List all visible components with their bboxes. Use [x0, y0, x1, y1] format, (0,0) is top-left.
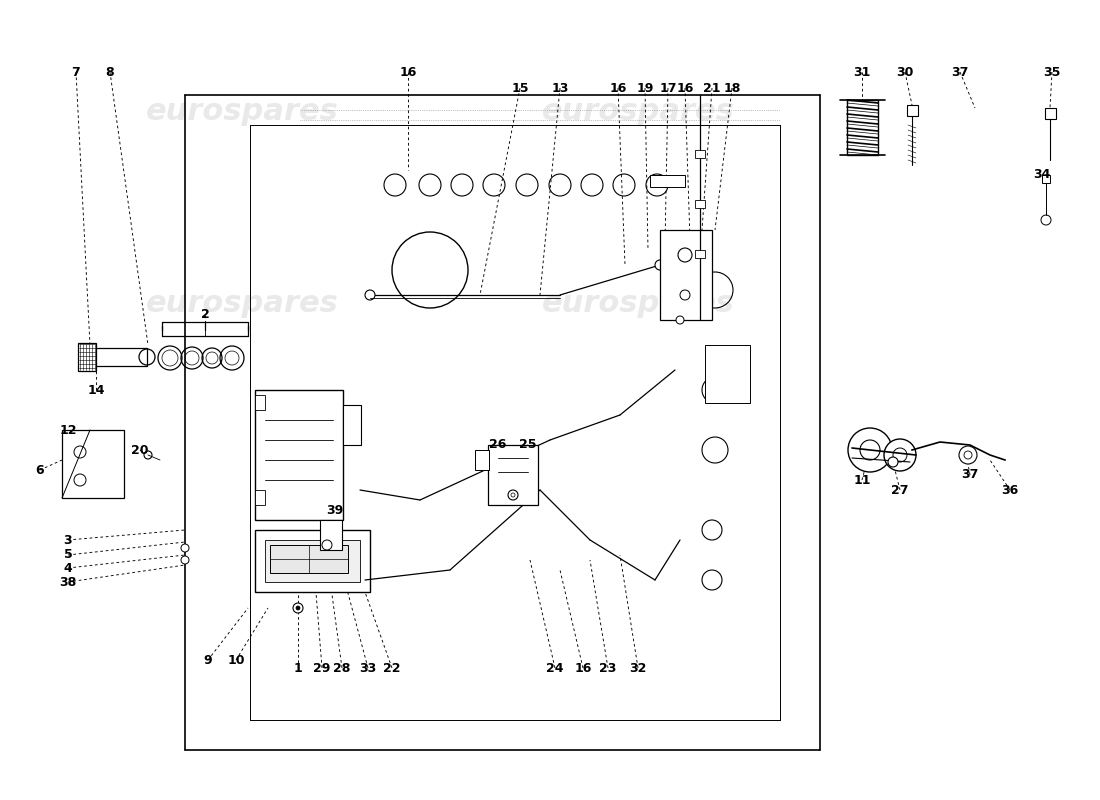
Text: eurospares: eurospares	[541, 98, 735, 126]
Circle shape	[884, 439, 916, 471]
Text: 27: 27	[891, 483, 909, 497]
Text: 16: 16	[676, 82, 694, 94]
Text: 9: 9	[204, 654, 212, 666]
Circle shape	[848, 428, 892, 472]
Text: 23: 23	[600, 662, 617, 674]
Text: 11: 11	[854, 474, 871, 486]
Bar	[255, 490, 265, 505]
Text: 12: 12	[59, 423, 77, 437]
Text: 31: 31	[854, 66, 871, 78]
Text: 30: 30	[896, 66, 914, 78]
Text: 21: 21	[703, 82, 720, 94]
Text: 19: 19	[636, 82, 653, 94]
Text: eurospares: eurospares	[145, 290, 339, 318]
Text: 1: 1	[294, 662, 302, 674]
Bar	[705, 345, 750, 403]
Circle shape	[293, 603, 303, 613]
Circle shape	[676, 316, 684, 324]
Text: 24: 24	[547, 662, 563, 674]
Text: 10: 10	[228, 654, 244, 666]
Bar	[650, 175, 685, 187]
Text: 2: 2	[200, 309, 209, 322]
Bar	[847, 100, 878, 155]
Bar	[695, 200, 705, 208]
Bar	[908, 105, 918, 116]
Circle shape	[893, 448, 907, 462]
Bar	[343, 405, 361, 445]
Bar	[255, 395, 265, 410]
Bar	[62, 430, 124, 498]
Circle shape	[888, 457, 898, 467]
Text: 39: 39	[327, 503, 343, 517]
Text: 8: 8	[106, 66, 114, 78]
Text: 38: 38	[59, 575, 77, 589]
Text: 36: 36	[1001, 483, 1019, 497]
Bar	[695, 250, 705, 258]
Text: 6: 6	[35, 463, 44, 477]
Text: 26: 26	[490, 438, 507, 451]
Bar	[265, 540, 360, 582]
Text: 3: 3	[64, 534, 73, 546]
Bar	[78, 343, 96, 371]
Text: 37: 37	[961, 469, 979, 482]
Bar	[270, 545, 348, 573]
Text: eurospares: eurospares	[145, 98, 339, 126]
Text: 29: 29	[314, 662, 331, 674]
Circle shape	[144, 451, 152, 459]
Circle shape	[365, 290, 375, 300]
Bar	[1042, 175, 1050, 183]
Circle shape	[959, 446, 977, 464]
Bar	[95, 348, 147, 366]
Text: 20: 20	[131, 443, 149, 457]
Text: 25: 25	[519, 438, 537, 451]
Bar	[475, 450, 490, 470]
Text: 17: 17	[659, 82, 676, 94]
Text: 33: 33	[360, 662, 376, 674]
Bar	[255, 390, 343, 520]
Text: 37: 37	[952, 66, 969, 78]
Text: 15: 15	[512, 82, 529, 94]
Text: 34: 34	[1033, 169, 1050, 182]
Bar	[320, 520, 342, 550]
Text: 4: 4	[64, 562, 73, 574]
Text: 16: 16	[609, 82, 627, 94]
Text: 18: 18	[724, 82, 740, 94]
Text: 28: 28	[333, 662, 351, 674]
Text: eurospares: eurospares	[541, 290, 735, 318]
Text: 32: 32	[629, 662, 647, 674]
Bar	[695, 150, 705, 158]
Text: 35: 35	[1043, 66, 1060, 78]
Circle shape	[654, 260, 666, 270]
Circle shape	[182, 544, 189, 552]
Bar	[660, 230, 712, 320]
Bar	[1045, 108, 1056, 119]
Circle shape	[508, 490, 518, 500]
Bar	[488, 445, 538, 505]
Text: 14: 14	[87, 383, 104, 397]
Text: 16: 16	[399, 66, 417, 78]
Circle shape	[182, 556, 189, 564]
Circle shape	[296, 606, 300, 610]
Bar	[255, 530, 370, 592]
Text: 16: 16	[574, 662, 592, 674]
Text: 22: 22	[383, 662, 400, 674]
Text: 7: 7	[72, 66, 80, 78]
Text: 5: 5	[64, 549, 73, 562]
Text: 13: 13	[551, 82, 569, 94]
Circle shape	[860, 440, 880, 460]
